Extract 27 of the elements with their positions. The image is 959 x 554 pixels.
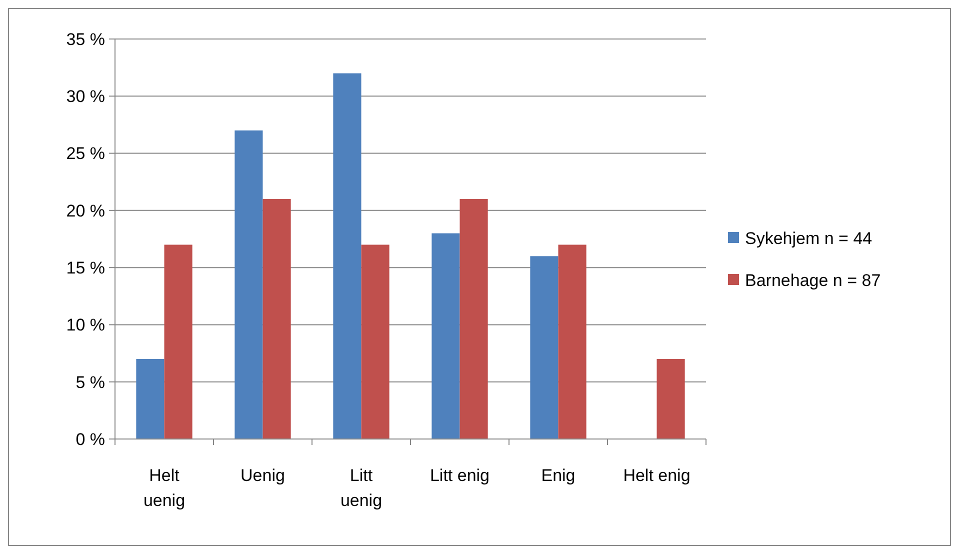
bar: [656, 359, 685, 439]
x-tick-label: Helt uenig: [143, 466, 186, 510]
y-tick-label: 5 %: [76, 372, 105, 392]
y-tick-label: 10 %: [66, 316, 105, 335]
x-tick-label: Helt enig: [623, 466, 690, 485]
x-tick-label: Enig: [541, 466, 576, 485]
bar: [361, 244, 390, 439]
y-tick-label: 25 %: [66, 144, 105, 164]
y-tick-label: 35 %: [66, 30, 105, 49]
y-tick-label: 30 %: [66, 87, 105, 106]
y-tick-label: 15 %: [66, 258, 105, 278]
bar: [558, 244, 586, 439]
bar: [460, 199, 488, 439]
x-tick-label: Litt enig: [430, 466, 490, 485]
bar: [530, 256, 558, 439]
legend-label: Sykehjem n = 44: [745, 228, 872, 248]
bar: [333, 73, 362, 439]
x-tick-label: Litt uenig: [340, 466, 382, 510]
bar: [234, 130, 263, 439]
x-tick-label: Uenig: [240, 466, 285, 485]
bar: [432, 233, 460, 439]
y-tick-label: 0 %: [76, 430, 105, 449]
y-tick-label: 20 %: [66, 201, 105, 220]
bar: [262, 199, 291, 439]
bar: [164, 244, 192, 439]
legend-label: Barnehage n = 87: [745, 270, 881, 290]
bar: [136, 359, 164, 439]
